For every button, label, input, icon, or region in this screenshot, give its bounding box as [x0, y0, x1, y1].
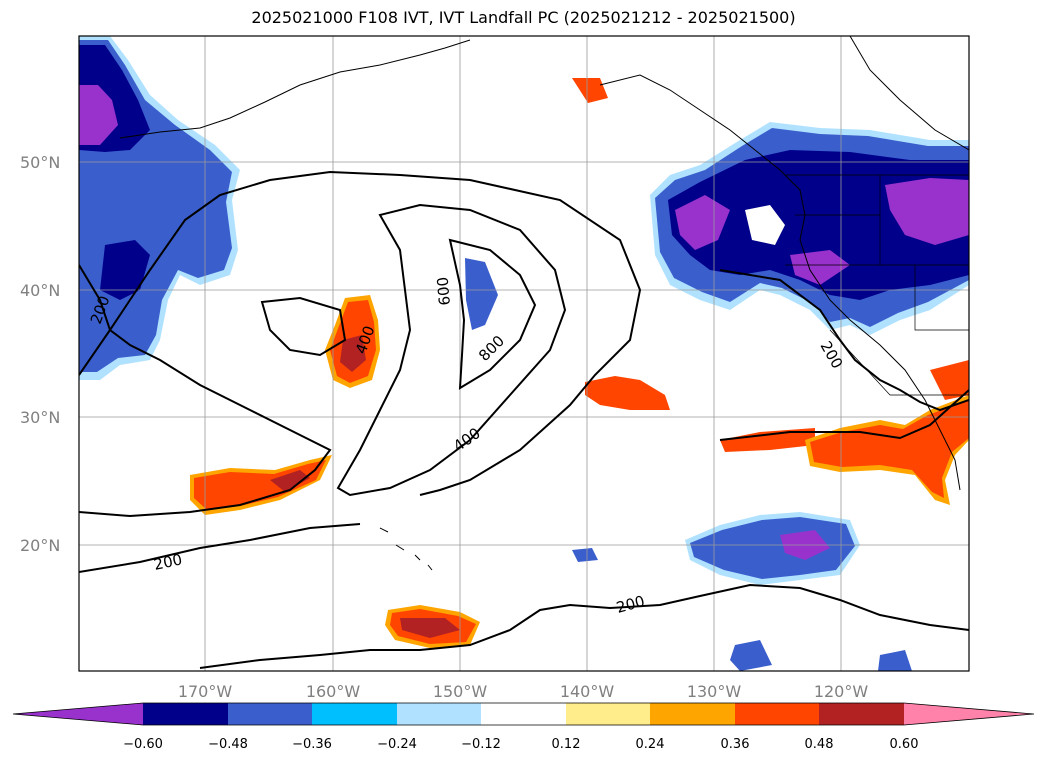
colorbar-tick-label: 0.48 — [805, 737, 834, 752]
map-frame — [78, 35, 970, 672]
contour-label: 600 — [434, 276, 454, 306]
colorbar-swatch — [819, 703, 904, 725]
colorbar-tick-label: 0.36 — [721, 737, 750, 752]
longitude-labels: 170°W 160°W 150°W 140°W 130°W 120°W — [178, 682, 869, 701]
colorbar-swatch — [312, 703, 397, 725]
coastline-alaska — [119, 39, 471, 139]
lon-label: 160°W — [306, 682, 361, 701]
colorbar-swatch — [566, 703, 650, 725]
colorbar-tick-label: −0.12 — [461, 737, 501, 752]
colorbar-swatch — [481, 703, 566, 725]
state-borders — [785, 174, 969, 396]
contour-600 — [448, 238, 537, 390]
contour-200-west — [79, 264, 332, 518]
coastlines — [119, 36, 969, 571]
lon-label: 150°W — [433, 682, 488, 701]
positive-anomaly-southwest — [190, 455, 332, 515]
colorbar-tick-labels: −0.60 −0.48 −0.36 −0.24 −0.12 0.12 0.24 … — [123, 737, 918, 752]
graticule — [79, 36, 969, 671]
colorbar-tick-label: −0.60 — [123, 737, 163, 752]
border-us-mexico — [829, 329, 969, 396]
latitude-labels: 50°N 40°N 30°N 20°N — [20, 153, 60, 555]
contour-200-southeast — [199, 583, 969, 669]
colorbar-tick-label: 0.12 — [552, 737, 581, 752]
shaded-fields — [79, 36, 969, 671]
colorbar-tick-label: 0.24 — [636, 737, 665, 752]
colorbar-tick-label: 0.60 — [890, 737, 919, 752]
ivt-contours — [79, 170, 969, 669]
lon-label: 140°W — [560, 682, 615, 701]
colorbar: −0.60 −0.48 −0.36 −0.24 −0.12 0.12 0.24 … — [12, 702, 1035, 752]
lat-label: 20°N — [20, 536, 60, 555]
contour-200-coast — [719, 389, 969, 441]
contour-200-inner — [260, 296, 347, 357]
map-title: 2025021000 F108 IVT, IVT Landfall PC (20… — [251, 8, 796, 27]
colorbar-tick-label: −0.36 — [292, 737, 332, 752]
coastline-inland — [849, 36, 969, 151]
contour-200-south — [79, 523, 361, 573]
lat-label: 50°N — [20, 153, 60, 172]
colorbar-extend-high — [904, 703, 1034, 725]
negative-anomaly-northwest — [79, 36, 240, 380]
contour-200-main — [79, 170, 642, 496]
negative-anomaly-center — [465, 258, 498, 330]
colorbar-tick-label: −0.24 — [377, 737, 417, 752]
lat-label: 30°N — [20, 408, 60, 427]
contour-200-east — [719, 269, 969, 412]
lon-label: 170°W — [178, 682, 233, 701]
colorbar-swatch — [735, 703, 819, 725]
colorbar-swatch — [228, 703, 312, 725]
coastline-north-america — [599, 74, 961, 491]
colorbar-swatch — [143, 703, 228, 725]
map-panel: 200 400 600 800 400 200 200 200 — [78, 35, 970, 672]
border-states — [785, 175, 969, 331]
colorbar-outline — [12, 702, 1035, 726]
coastline-hawaii — [379, 527, 433, 571]
lon-label: 130°W — [687, 682, 742, 701]
positive-anomaly-south — [385, 605, 480, 648]
colorbar-tick-label: −0.48 — [208, 737, 248, 752]
colorbar-swatch — [397, 703, 481, 725]
contour-label: 200 — [152, 550, 184, 574]
negative-anomaly-southeast — [572, 512, 912, 671]
colorbar-swatch — [650, 703, 735, 725]
colorbar-extend-low — [13, 703, 143, 725]
lon-label: 120°W — [814, 682, 869, 701]
lat-label: 40°N — [20, 281, 60, 300]
contour-400 — [336, 203, 567, 497]
